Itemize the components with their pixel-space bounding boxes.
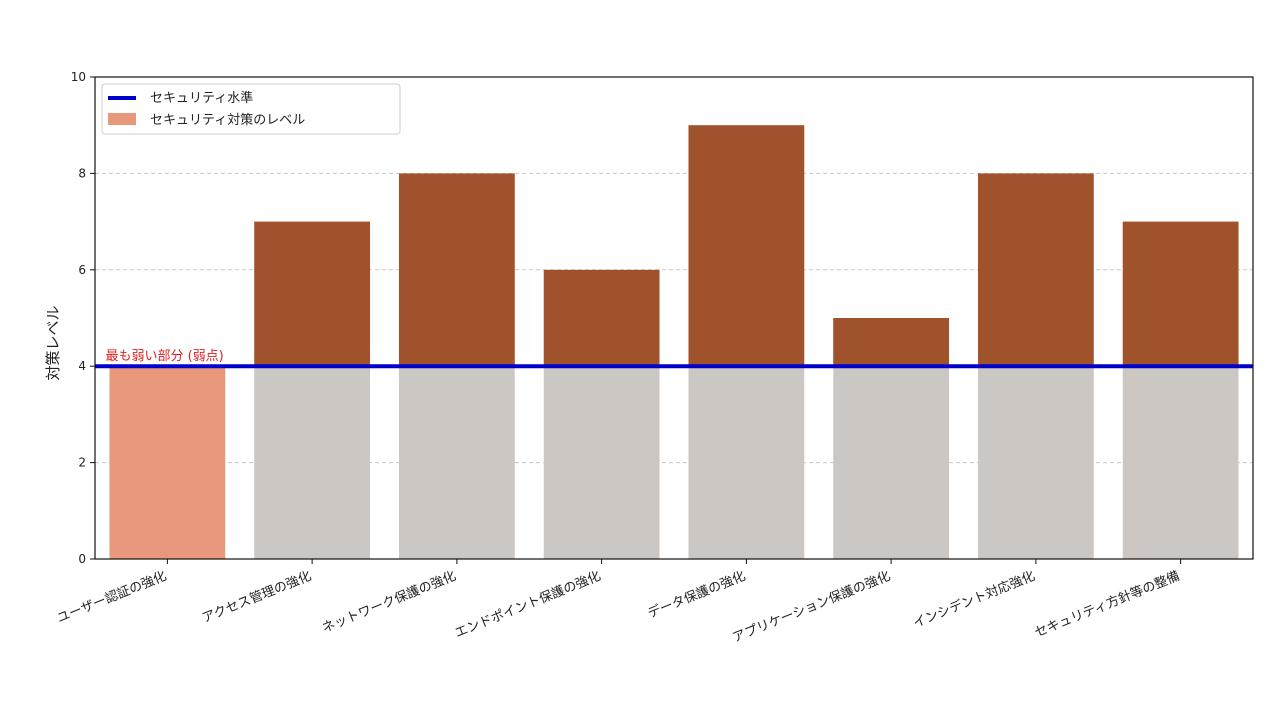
bar-upper-segment <box>833 318 950 367</box>
bar-lower-segment <box>543 366 660 559</box>
bar-lower-segment <box>1122 366 1239 559</box>
y-tick-label: 2 <box>78 456 86 470</box>
x-axis: ユーザー認証の強化 アクセス管理の強化 ネットワーク保護の強化エンドポイント保護の強… <box>55 559 1182 646</box>
bar-lower-segment <box>254 366 371 559</box>
x-tick-label: アクセス管理の強化 <box>200 569 314 626</box>
y-tick-label: 8 <box>78 166 86 180</box>
bar-upper-segment <box>1122 221 1239 367</box>
y-tick-label: 6 <box>78 263 86 277</box>
legend: セキュリティ水準 セキュリティ対策のレベル <box>101 83 401 135</box>
bar-upper-segment <box>688 125 805 367</box>
x-tick-label: アプリケーション保護の強化 <box>730 568 892 646</box>
legend-box <box>101 83 401 135</box>
legend-series-label: セキュリティ対策のレベル <box>150 112 305 128</box>
x-tick-label: ユーザー認証の強化 <box>55 568 169 627</box>
bar-weakest <box>109 366 226 559</box>
bar-upper-segment <box>398 173 515 367</box>
bar-lower-segment <box>398 366 515 559</box>
x-tick-label: データ保護の強化 <box>645 568 747 622</box>
weakest-annotation: 最も弱い部分 (弱点) <box>105 349 223 364</box>
bar-upper-segment <box>543 269 660 367</box>
plot-frame <box>94 76 1254 560</box>
y-tick-label: 0 <box>78 552 86 566</box>
y-tick-label: 4 <box>78 359 86 373</box>
bar-lower-segment <box>977 366 1094 559</box>
bars <box>109 125 1239 559</box>
y-tick-label: 10 <box>71 70 86 84</box>
bar-lower-segment <box>833 366 950 559</box>
legend-threshold-label: セキュリティ水準 <box>150 90 253 106</box>
x-tick-label: インシデント対応強化 <box>911 568 1038 632</box>
legend-bar-swatch <box>108 113 136 125</box>
x-tick-label: エンドポイント保護の強化 <box>452 568 603 641</box>
bar-upper-segment <box>254 221 371 367</box>
x-tick-label: ネットワーク保護の強化 <box>320 568 459 636</box>
bar-lower-segment <box>688 366 805 559</box>
y-axis: 0 2 4 6 8 10 <box>71 70 95 566</box>
y-axis-label: 対策レベル <box>44 305 62 380</box>
bar-upper-segment <box>977 173 1094 367</box>
x-tick-label: セキュリティ方針等の整備 <box>1032 568 1182 641</box>
